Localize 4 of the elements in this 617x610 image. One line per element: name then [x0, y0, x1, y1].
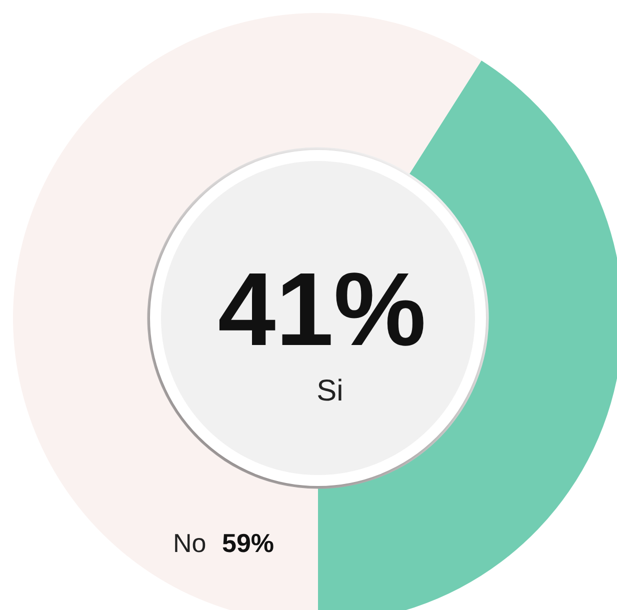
- data-label: 41%: [218, 252, 426, 368]
- slice-label: No: [173, 528, 206, 558]
- data-label: 59%: [222, 528, 274, 558]
- slice-label: Si: [316, 374, 344, 408]
